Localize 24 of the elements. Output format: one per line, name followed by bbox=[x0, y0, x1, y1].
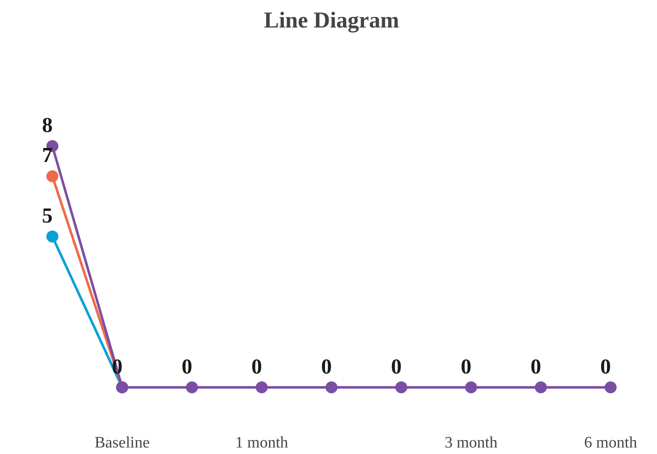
point bbox=[326, 381, 338, 394]
point bbox=[604, 381, 617, 394]
data-label: 0 bbox=[460, 354, 472, 378]
data-label: 0 bbox=[321, 354, 332, 378]
data-label: 0 bbox=[530, 354, 542, 378]
point bbox=[46, 170, 58, 182]
x-tick-label: Baseline bbox=[94, 434, 150, 452]
point bbox=[46, 230, 58, 243]
point bbox=[465, 381, 478, 394]
data-label: 0 bbox=[182, 354, 192, 378]
data-label: 7 bbox=[42, 143, 54, 168]
x-tick-label: 6 month bbox=[584, 434, 638, 452]
x-tick-label: 1 month bbox=[235, 434, 288, 452]
data-label: 0 bbox=[390, 354, 402, 378]
data-label: 0 bbox=[251, 354, 262, 378]
point bbox=[186, 381, 198, 394]
point bbox=[395, 381, 408, 394]
data-label: 5 bbox=[42, 204, 53, 228]
point bbox=[256, 381, 268, 394]
x-tick-label: 3 month bbox=[444, 434, 498, 452]
data-label: 8 bbox=[42, 113, 53, 138]
point bbox=[534, 381, 547, 394]
data-label: 0 bbox=[600, 354, 611, 378]
chart-title: Line Diagram bbox=[264, 8, 400, 32]
